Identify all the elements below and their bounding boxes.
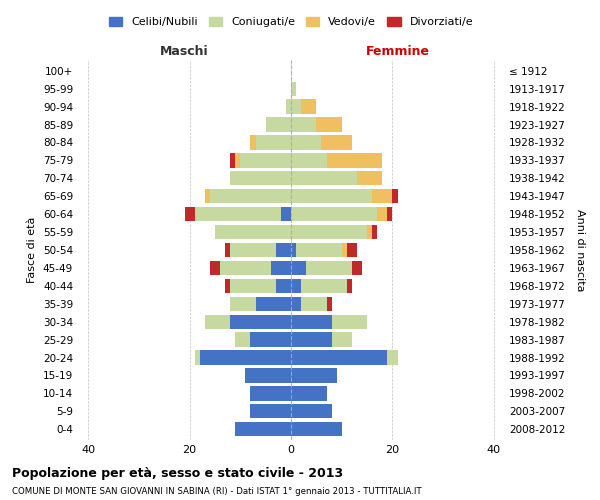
Text: COMUNE DI MONTE SAN GIOVANNI IN SABINA (RI) - Dati ISTAT 1° gennaio 2013 - TUTTI: COMUNE DI MONTE SAN GIOVANNI IN SABINA (… xyxy=(12,488,422,496)
Bar xyxy=(291,368,337,382)
Legend: Celibi/Nubili, Coniugati/e, Vedovi/e, Divorziati/e: Celibi/Nubili, Coniugati/e, Vedovi/e, Di… xyxy=(104,12,478,32)
Bar xyxy=(210,261,220,275)
Bar xyxy=(230,153,235,168)
Bar xyxy=(230,278,276,293)
Bar xyxy=(291,350,388,364)
Bar xyxy=(215,225,291,239)
Bar xyxy=(291,296,301,311)
Bar xyxy=(185,207,194,222)
Bar xyxy=(291,82,296,96)
Bar xyxy=(352,261,362,275)
Bar xyxy=(194,350,200,364)
Bar xyxy=(322,136,352,149)
Bar xyxy=(230,171,291,186)
Bar xyxy=(291,422,342,436)
Bar xyxy=(296,243,342,257)
Bar xyxy=(291,332,332,347)
Bar xyxy=(301,278,347,293)
Bar xyxy=(347,243,357,257)
Bar xyxy=(276,243,291,257)
Bar xyxy=(291,207,377,222)
Bar xyxy=(372,225,377,239)
Bar xyxy=(372,189,392,204)
Bar xyxy=(291,171,357,186)
Bar xyxy=(347,278,352,293)
Bar xyxy=(306,261,352,275)
Bar xyxy=(210,189,291,204)
Bar xyxy=(291,243,296,257)
Bar xyxy=(205,189,210,204)
Bar xyxy=(291,261,306,275)
Text: Femmine: Femmine xyxy=(365,45,430,58)
Bar xyxy=(225,278,230,293)
Bar xyxy=(235,153,240,168)
Bar xyxy=(316,118,342,132)
Bar xyxy=(326,153,382,168)
Bar xyxy=(332,314,367,329)
Bar xyxy=(301,100,316,114)
Bar xyxy=(291,136,322,149)
Bar xyxy=(281,207,291,222)
Y-axis label: Fasce di età: Fasce di età xyxy=(28,217,37,283)
Bar xyxy=(392,189,398,204)
Bar xyxy=(291,278,301,293)
Y-axis label: Anni di nascita: Anni di nascita xyxy=(575,209,585,291)
Bar xyxy=(332,332,352,347)
Text: Popolazione per età, sesso e stato civile - 2013: Popolazione per età, sesso e stato civil… xyxy=(12,468,343,480)
Bar xyxy=(220,261,271,275)
Bar xyxy=(256,296,291,311)
Bar xyxy=(250,136,256,149)
Bar xyxy=(230,243,276,257)
Bar xyxy=(200,350,291,364)
Bar xyxy=(342,243,347,257)
Bar xyxy=(266,118,291,132)
Bar xyxy=(291,153,326,168)
Text: Maschi: Maschi xyxy=(160,45,209,58)
Bar xyxy=(326,296,332,311)
Bar xyxy=(235,332,250,347)
Bar xyxy=(250,332,291,347)
Bar xyxy=(291,386,326,400)
Bar xyxy=(276,278,291,293)
Bar xyxy=(367,225,372,239)
Bar xyxy=(301,296,326,311)
Bar xyxy=(357,171,382,186)
Bar xyxy=(250,404,291,418)
Bar xyxy=(377,207,388,222)
Bar xyxy=(194,207,281,222)
Bar xyxy=(225,243,230,257)
Bar xyxy=(291,225,367,239)
Bar xyxy=(205,314,230,329)
Bar xyxy=(291,100,301,114)
Bar xyxy=(271,261,291,275)
Bar xyxy=(256,136,291,149)
Bar xyxy=(230,314,291,329)
Bar xyxy=(291,118,316,132)
Bar xyxy=(388,350,398,364)
Bar xyxy=(388,207,392,222)
Bar xyxy=(245,368,291,382)
Bar xyxy=(291,404,332,418)
Bar xyxy=(291,314,332,329)
Bar xyxy=(230,296,256,311)
Bar xyxy=(235,422,291,436)
Bar xyxy=(286,100,291,114)
Bar xyxy=(291,189,372,204)
Bar xyxy=(240,153,291,168)
Bar xyxy=(250,386,291,400)
